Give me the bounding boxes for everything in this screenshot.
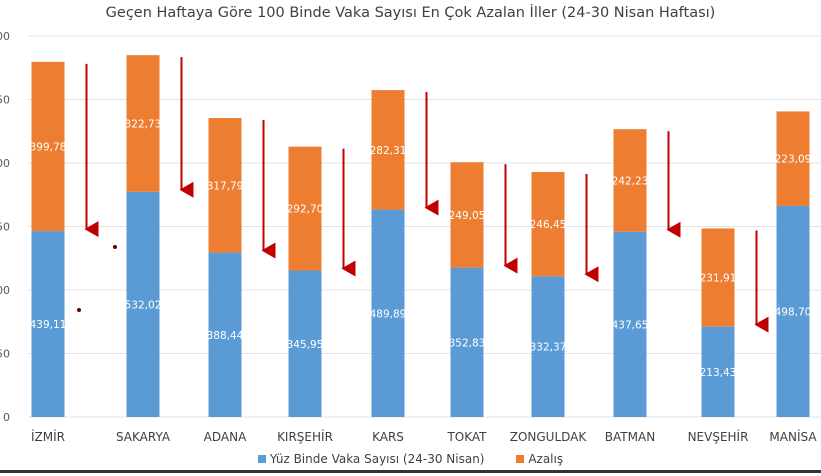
x-tick-label: NEVŞEHİR [688,429,749,444]
y-tick-label: 00 [0,157,10,170]
bar-cases [450,267,484,417]
bar-decrease [371,90,405,210]
x-tick-label: ZONGULDAK [510,430,588,444]
x-tick-label: ADANA [204,430,247,444]
legend-label: Yüz Binde Vaka Sayısı (24-30 Nisan) [269,452,485,466]
y-tick-label: 00 [0,30,10,43]
x-tick-label: KIRŞEHİR [277,429,333,444]
y-tick-label: 50 [0,348,10,361]
data-label-decrease: 399,78 [30,141,67,153]
data-label-cases: 498,70 [775,306,812,318]
bar-cases [208,252,242,417]
y-tick-label: 50 [0,94,10,107]
data-label-cases: 437,65 [612,319,649,331]
legend-swatch [257,455,266,463]
bar-cases [776,205,810,417]
bar-decrease [126,55,160,192]
data-label-cases: 213,43 [700,367,737,379]
x-tick-label: MANİSA [769,429,817,444]
y-tick-label: 00 [0,284,10,297]
data-label-decrease: 292,70 [287,204,324,216]
data-label-decrease: 231,91 [700,273,737,285]
data-label-cases: 439,11 [30,319,67,331]
bar-decrease [776,111,810,206]
data-label-decrease: 242,23 [612,175,649,187]
divider [0,470,821,473]
x-tick-label: İZMİR [31,429,65,444]
bar-cases [531,276,565,417]
x-tick-label: SAKARYA [116,430,171,444]
y-tick-label: 50 [0,221,10,234]
bar-decrease [288,146,322,271]
bar-decrease [208,118,242,253]
data-label-decrease: 249,05 [449,210,486,222]
data-label-decrease: 317,79 [207,180,244,192]
data-label-decrease: 223,09 [775,154,812,166]
legend-label: Azalış [528,452,564,466]
bar-cases [371,209,405,417]
bar-decrease [531,171,565,277]
x-tick-label: KARS [372,430,404,444]
marker-dot [113,245,117,249]
x-tick-label: TOKAT [446,430,487,444]
legend: Yüz Binde Vaka Sayısı (24-30 Nisan) Azal… [0,452,821,466]
bar-decrease [450,162,484,268]
legend-item-cases: Yüz Binde Vaka Sayısı (24-30 Nisan) [257,452,485,466]
data-label-decrease: 322,73 [125,118,162,130]
bar-cases [701,326,735,417]
marker-dot [77,308,81,312]
bar-cases [126,191,160,417]
data-label-cases: 332,37 [530,342,567,354]
bar-decrease [613,129,647,232]
bar-cases [288,270,322,417]
legend-swatch [516,455,525,463]
bar-cases [613,231,647,417]
chart-title: Geçen Haftaya Göre 100 Binde Vaka Sayısı… [105,5,716,21]
data-label-decrease: 282,31 [370,145,407,157]
data-label-cases: 388,44 [207,330,244,342]
bar-decrease [31,61,65,232]
data-label-cases: 489,89 [370,308,407,320]
y-tick-label: 0 [3,411,10,424]
data-label-decrease: 246,45 [530,219,567,231]
bar-decrease [701,228,735,327]
bar-cases [31,231,65,417]
legend-item-decrease: Azalış [516,452,563,466]
x-tick-label: BATMAN [605,430,655,444]
data-label-cases: 532,02 [125,299,162,311]
data-label-cases: 345,95 [287,339,324,351]
data-label-cases: 352,83 [449,337,486,349]
